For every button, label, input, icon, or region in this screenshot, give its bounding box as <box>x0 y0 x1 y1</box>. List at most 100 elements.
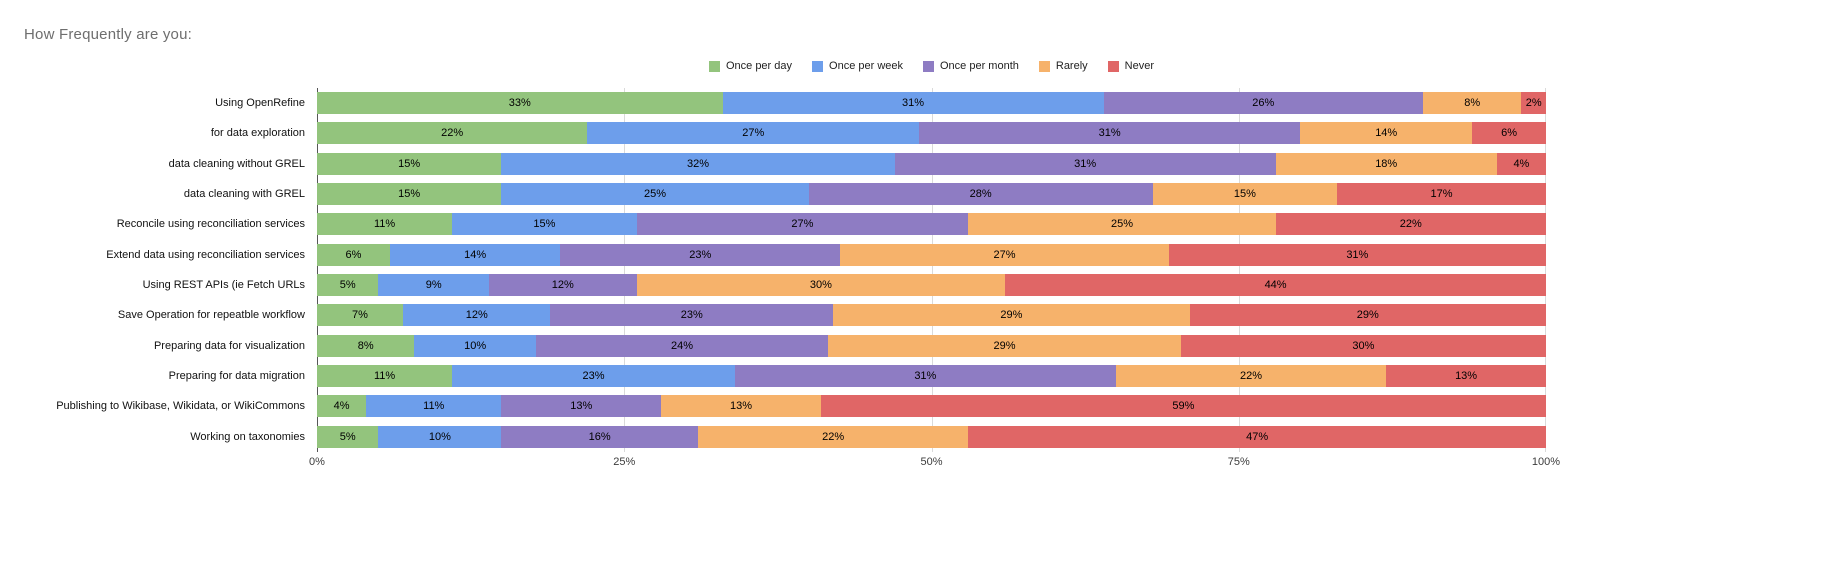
bar-track: 33% 31% 26% 8% 2% <box>317 92 1546 115</box>
bar-segment[interactable]: 12% <box>403 304 551 327</box>
bar-segment[interactable]: 25% <box>968 213 1276 236</box>
bar-segment[interactable]: 47% <box>968 425 1546 448</box>
bar-segment[interactable]: 29% <box>828 334 1181 357</box>
bar-segment[interactable]: 14% <box>1300 122 1473 145</box>
segment-value-label: 17% <box>1430 188 1453 201</box>
bar-track: 5% 10% 16% 22% 47% <box>317 425 1546 448</box>
bar-row: 15% 32% 31% 18% 4% <box>317 149 1546 179</box>
bar-segment[interactable]: 25% <box>501 183 809 206</box>
category-label: Using REST APIs (ie Fetch URLs <box>142 279 305 292</box>
bar-segment[interactable]: 22% <box>1275 213 1546 236</box>
legend-label: Never <box>1124 60 1155 72</box>
bar-segment[interactable]: 17% <box>1337 183 1546 206</box>
bar-segment[interactable]: 33% <box>317 92 723 115</box>
segment-value-label: 23% <box>689 248 712 261</box>
segment-value-label: 31% <box>914 370 937 383</box>
bar-segment[interactable]: 22% <box>1115 365 1387 388</box>
bar-segment[interactable]: 29% <box>833 304 1190 327</box>
bar-segment[interactable]: 6% <box>1472 122 1546 145</box>
bar-rows: 33% 31% 26% 8% 2% 22% 27% 31% 14% 6% 15% 32% 31% 18% 4… <box>317 88 1546 452</box>
bar-segment[interactable]: 15% <box>317 183 502 206</box>
bar-segment[interactable]: 5% <box>317 425 379 448</box>
bar-segment[interactable]: 5% <box>317 274 379 297</box>
bar-segment[interactable]: 31% <box>734 365 1116 388</box>
bar-segment[interactable]: 27% <box>636 213 969 236</box>
bar-segment[interactable]: 4% <box>1496 152 1546 175</box>
bar-segment[interactable]: 24% <box>536 334 829 357</box>
bar-segment[interactable]: 13% <box>1386 365 1546 388</box>
legend-swatch-icon <box>812 60 824 72</box>
bar-segment[interactable]: 15% <box>452 213 637 236</box>
y-axis-line <box>317 88 318 452</box>
bar-segment[interactable]: 8% <box>1423 92 1522 115</box>
segment-value-label: 30% <box>809 279 832 292</box>
segment-value-label: 33% <box>508 97 531 110</box>
bar-segment[interactable]: 15% <box>317 152 502 175</box>
category-label: Reconcile using reconciliation services <box>116 218 305 231</box>
legend-item[interactable]: Once per month <box>923 60 1019 72</box>
segment-value-label: 15% <box>533 218 556 231</box>
bar-segment[interactable]: 9% <box>378 274 490 297</box>
segment-value-label: 59% <box>1172 400 1195 413</box>
bar-segment[interactable]: 6% <box>317 243 390 266</box>
bar-segment[interactable]: 14% <box>390 243 561 266</box>
bar-segment[interactable]: 10% <box>414 334 537 357</box>
bar-segment[interactable]: 12% <box>489 274 637 297</box>
bar-segment[interactable]: 2% <box>1521 92 1546 115</box>
bar-segment[interactable]: 22% <box>697 425 969 448</box>
bar-track: 11% 23% 31% 22% 13% <box>317 365 1546 388</box>
bar-segment[interactable]: 11% <box>317 213 453 236</box>
legend-item[interactable]: Rarely <box>1038 60 1088 72</box>
legend-swatch-icon <box>708 60 720 72</box>
bar-segment[interactable]: 11% <box>317 365 453 388</box>
bar-segment[interactable]: 22% <box>317 122 588 145</box>
segment-value-label: 2% <box>1525 97 1542 110</box>
bar-segment[interactable]: 30% <box>1180 334 1546 357</box>
bar-segment[interactable]: 31% <box>919 122 1301 145</box>
bar-segment[interactable]: 27% <box>840 243 1169 266</box>
bar-track: 15% 32% 31% 18% 4% <box>317 152 1546 175</box>
segment-value-label: 8% <box>1464 97 1481 110</box>
bar-segment[interactable]: 27% <box>587 122 920 145</box>
bar-segment[interactable]: 7% <box>317 304 404 327</box>
segment-value-label: 22% <box>441 127 464 140</box>
bar-segment[interactable]: 15% <box>1152 183 1338 206</box>
bar-segment[interactable]: 13% <box>501 395 662 418</box>
category-axis: Using OpenRefine for data exploration data… <box>0 88 311 452</box>
bar-segment[interactable]: 8% <box>317 334 415 357</box>
bar-segment[interactable]: 29% <box>1189 304 1546 327</box>
bar-segment[interactable]: 13% <box>661 395 821 418</box>
segment-value-label: 31% <box>1098 127 1121 140</box>
bar-track: 7% 12% 23% 29% 29% <box>317 304 1546 327</box>
bar-segment[interactable]: 32% <box>501 152 895 175</box>
bar-segment[interactable]: 11% <box>366 395 502 418</box>
legend-item[interactable]: Once per day <box>708 60 792 72</box>
segment-value-label: 4% <box>1513 157 1530 170</box>
bar-segment[interactable]: 4% <box>317 395 367 418</box>
bar-segment[interactable]: 18% <box>1275 152 1497 175</box>
bar-segment[interactable]: 31% <box>722 92 1104 115</box>
bar-track: 11% 15% 27% 25% 22% <box>317 213 1546 236</box>
bar-segment[interactable]: 23% <box>560 243 841 266</box>
bar-segment[interactable]: 44% <box>1005 274 1546 297</box>
segment-value-label: 22% <box>822 430 845 443</box>
bar-segment[interactable]: 28% <box>808 183 1153 206</box>
legend-item[interactable]: Once per week <box>812 60 903 72</box>
bar-segment[interactable]: 23% <box>550 304 834 327</box>
segment-value-label: 12% <box>465 309 488 322</box>
segment-value-label: 29% <box>1356 309 1379 322</box>
bar-segment[interactable]: 23% <box>452 365 735 388</box>
category-label: Preparing for data migration <box>168 370 305 383</box>
segment-value-label: 5% <box>339 279 356 292</box>
bar-segment[interactable]: 26% <box>1103 92 1424 115</box>
bar-segment[interactable]: 31% <box>894 152 1276 175</box>
category-label: Preparing data for visualization <box>153 339 305 352</box>
bar-segment[interactable]: 10% <box>378 425 502 448</box>
legend-item[interactable]: Never <box>1107 60 1155 72</box>
bar-segment[interactable]: 30% <box>636 274 1006 297</box>
bar-segment[interactable]: 31% <box>1168 243 1546 266</box>
gridline <box>931 88 933 452</box>
bar-segment[interactable]: 59% <box>820 395 1546 418</box>
segment-value-label: 24% <box>671 339 694 352</box>
bar-segment[interactable]: 16% <box>501 425 698 448</box>
